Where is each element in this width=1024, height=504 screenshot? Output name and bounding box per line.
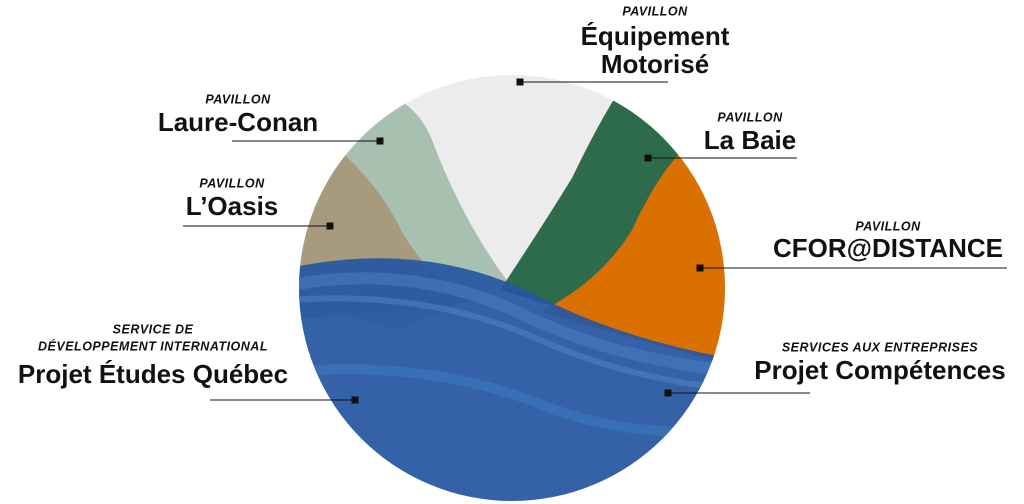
label-title: L’Oasis [186, 191, 279, 221]
label-kicker: PAVILLON [205, 92, 271, 106]
label-title: Équipement [581, 21, 730, 51]
leader-dot [326, 222, 334, 230]
label-title: Motorisé [601, 49, 709, 79]
disc [299, 75, 725, 501]
label-kicker: SERVICE DE [113, 322, 194, 336]
label-title: La Baie [704, 125, 797, 155]
label-kicker: PAVILLON [199, 176, 265, 190]
label-kicker: PAVILLON [855, 219, 921, 233]
leader-dot [376, 137, 384, 145]
label-title: Projet Compétences [754, 355, 1005, 385]
wave [299, 272, 725, 378]
label-kicker: PAVILLON [622, 4, 688, 18]
region-cfor [540, 140, 725, 368]
label-kicker: SERVICES AUX ENTREPRISES [782, 340, 978, 354]
leader-dot [351, 396, 359, 404]
leader-dot [516, 78, 524, 86]
leader-dot [664, 389, 672, 397]
label-kicker: DÉVELOPPEMENT INTERNATIONAL [38, 338, 268, 353]
label-kicker: PAVILLON [717, 110, 783, 124]
region-blue [299, 258, 725, 501]
label-title: CFOR@DISTANCE [773, 233, 1003, 263]
wave [299, 364, 725, 437]
leader-dot [644, 154, 652, 162]
label-title: Laure-Conan [158, 107, 318, 137]
label-title: Projet Études Québec [18, 359, 288, 389]
leader-dot [696, 264, 704, 272]
wave [299, 295, 725, 393]
